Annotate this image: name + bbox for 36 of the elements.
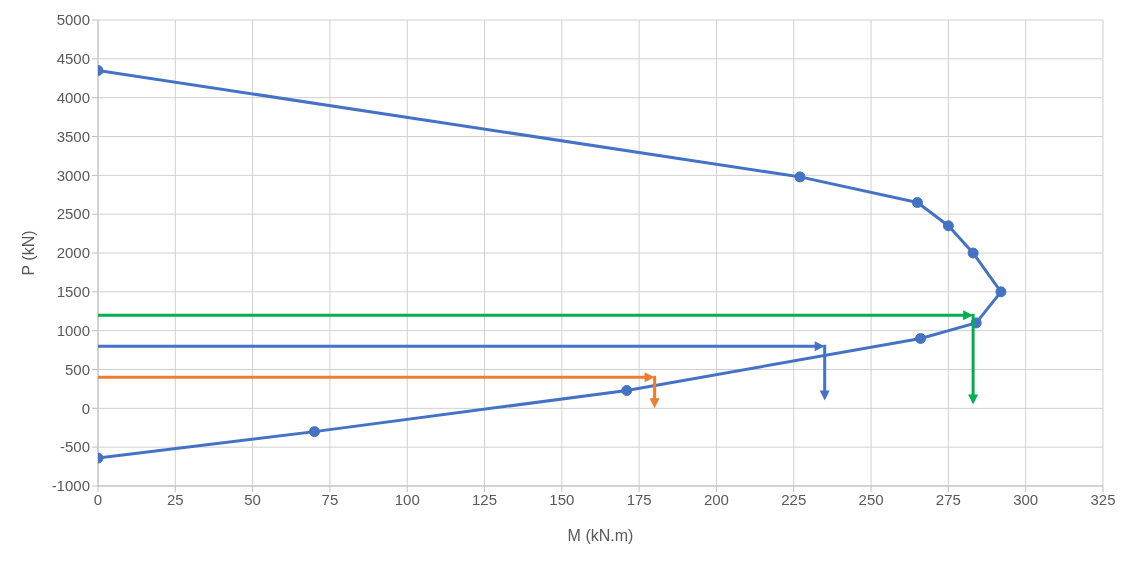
x-tick-label: 0 — [93, 490, 103, 508]
point — [794, 171, 806, 183]
x-tick-label: 200 — [703, 490, 729, 508]
point — [967, 247, 979, 259]
point — [915, 332, 927, 344]
y-tick-label: 4500 — [56, 50, 90, 68]
x-axis-title: M (kN.m) — [567, 527, 634, 544]
y-tick-label: 5000 — [56, 11, 90, 29]
y-tick-label: 1000 — [56, 321, 90, 339]
x-tick-label: 250 — [858, 490, 884, 508]
x-tick-label: 100 — [394, 490, 420, 508]
y-tick-label: 0 — [81, 399, 90, 417]
x-tick-label: 275 — [935, 490, 961, 508]
y-tick-label: 2500 — [56, 205, 90, 223]
y-tick-label: 500 — [64, 360, 90, 378]
x-tick-label: 75 — [321, 490, 339, 508]
x-tick-label: 150 — [549, 490, 575, 508]
y-tick-label: 2000 — [56, 244, 90, 262]
x-tick-label: 325 — [1090, 490, 1116, 508]
point — [942, 220, 954, 232]
y-tick-label: 3000 — [56, 166, 90, 184]
y-tick-label: 1500 — [56, 283, 90, 301]
y-axis-title: P (kN) — [19, 230, 37, 276]
x-tick-label: 50 — [244, 490, 261, 508]
y-tick-label: -500 — [59, 438, 90, 456]
point — [995, 286, 1007, 298]
point — [911, 197, 923, 209]
x-tick-label: 225 — [781, 490, 807, 508]
x-tick-label: 300 — [1013, 490, 1039, 508]
x-tick-label: 125 — [472, 490, 498, 508]
y-tick-label: 3500 — [56, 127, 90, 145]
y-tick-label: -1000 — [51, 477, 90, 495]
x-tick-label: 175 — [626, 490, 652, 508]
y-tick-label: 4000 — [56, 88, 90, 106]
x-tick-label: 25 — [166, 490, 184, 508]
point — [621, 384, 633, 396]
